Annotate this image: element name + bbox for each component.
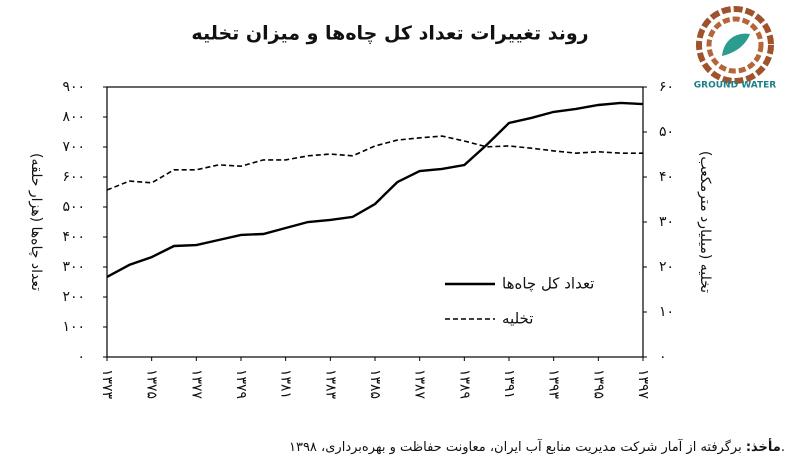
y2-axis-label: تخلیه (میلیارد مترمکعب) <box>697 151 713 293</box>
chart-title: روند تغییرات تعداد کل چاه‌ها و میزان تخل… <box>191 23 588 45</box>
x-tick-label: ۱۳۹۱ <box>501 369 517 399</box>
y-tick-label: ۸۰۰ <box>62 109 85 125</box>
logo: GROUND WATER <box>694 6 776 91</box>
x-tick-label: ۱۳۹۷ <box>635 369 651 400</box>
source: مأخذ: برگرفته از آمار شرکت مدیریت منابع … <box>289 438 785 455</box>
logo-ring <box>706 16 764 74</box>
y-tick-label: ۳۰۰ <box>62 259 85 275</box>
line-series <box>106 101 644 278</box>
y2-tick-label: ۰ <box>659 349 667 365</box>
y-tick-label: ۶۰۰ <box>62 169 85 185</box>
legend-label: تخلیه <box>502 310 533 328</box>
y-tick-label: ۰ <box>77 349 85 365</box>
y-axis-label: تعداد چاه‌ها (هزار حلقه) <box>28 153 44 291</box>
y-tick-label: ۹۰۰ <box>62 79 85 95</box>
y2-tick-label: ۲۰ <box>659 259 674 275</box>
line-series <box>106 135 643 191</box>
x-tick-label: ۱۳۸۱ <box>278 369 294 399</box>
x-tick-label: ۱۳۸۵ <box>367 369 383 399</box>
x-tick-label: ۱۳۸۳ <box>322 369 338 400</box>
y2-tick-label: ۳۰ <box>659 214 674 230</box>
y-tick-label: ۴۰۰ <box>62 229 85 245</box>
x-tick-label: ۱۳۷۹ <box>233 369 249 399</box>
logo-ring <box>696 6 774 84</box>
y-tick-label: ۷۰۰ <box>62 139 85 155</box>
x-tick-label: ۱۳۷۳ <box>99 369 115 400</box>
y2-tick-label: ۴۰ <box>659 169 674 185</box>
source-text: برگرفته از آمار شرکت مدیریت منابع آب ایر… <box>289 438 785 455</box>
x-tick-label: ۱۳۸۹ <box>456 369 472 399</box>
logo-text: GROUND WATER <box>694 81 776 91</box>
y-tick-label: ۵۰۰ <box>62 199 85 215</box>
logo-leaf <box>722 33 750 56</box>
y2-tick-label: ۶۰ <box>659 79 674 95</box>
y-tick-label: ۱۰۰ <box>62 319 85 335</box>
y2-tick-label: ۵۰ <box>659 124 674 140</box>
source-label: مأخذ: <box>746 438 781 455</box>
x-tick-label: ۱۳۹۵ <box>590 369 606 399</box>
x-tick-label: ۱۳۷۵ <box>144 369 160 399</box>
y2-tick-label: ۱۰ <box>659 304 674 320</box>
x-tick-label: ۱۳۸۷ <box>412 369 428 400</box>
legend-label: تعداد کل چاه‌ها <box>502 275 594 293</box>
x-tick-label: ۱۳۷۷ <box>188 369 204 400</box>
y-tick-label: ۲۰۰ <box>62 289 85 305</box>
x-tick-label: ۱۳۹۳ <box>546 369 562 400</box>
